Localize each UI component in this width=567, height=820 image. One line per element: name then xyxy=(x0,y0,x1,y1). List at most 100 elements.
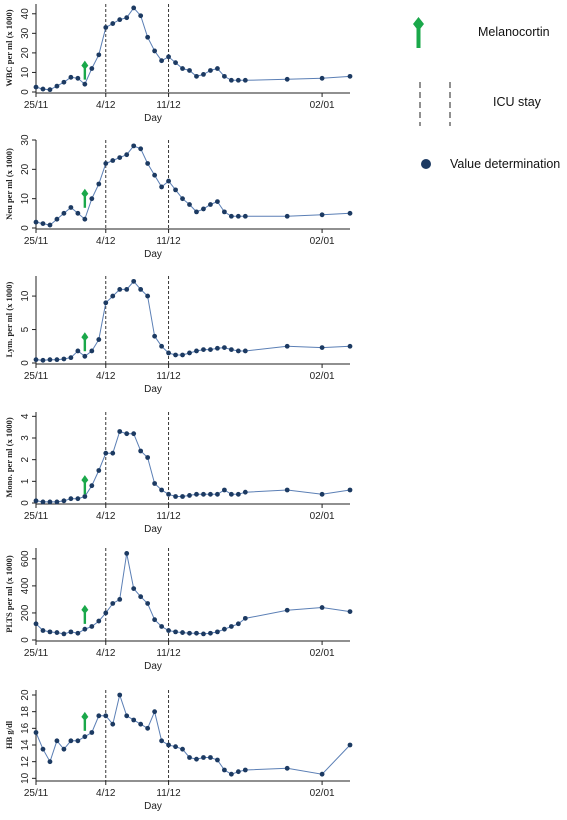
data-point xyxy=(117,597,123,602)
data-point xyxy=(54,499,60,505)
x-axis-label: Day xyxy=(144,249,162,260)
legend-melanocortin: Melanocortin xyxy=(413,17,550,48)
data-point xyxy=(208,347,213,353)
data-point xyxy=(138,448,144,454)
x-tick-label: 25/11 xyxy=(24,371,49,382)
data-point xyxy=(235,769,241,775)
data-point xyxy=(215,66,220,71)
data-point xyxy=(145,455,151,460)
data-point xyxy=(117,155,123,161)
x-axis-label: Day xyxy=(144,661,162,672)
data-point xyxy=(75,496,81,502)
data-point xyxy=(40,628,46,633)
y-tick-label: 20 xyxy=(20,163,31,175)
data-point xyxy=(319,771,325,777)
data-point xyxy=(54,216,60,222)
data-point xyxy=(194,491,199,497)
data-point xyxy=(152,481,158,486)
data-point xyxy=(145,725,151,731)
data-point xyxy=(173,352,178,358)
data-point xyxy=(124,15,130,21)
data-point xyxy=(103,161,109,166)
data-point xyxy=(347,343,353,349)
data-point xyxy=(47,759,53,765)
melanocortin-marker xyxy=(81,475,89,495)
data-point xyxy=(152,709,158,715)
x-tick-label: 25/11 xyxy=(24,100,49,111)
data-point xyxy=(89,66,95,71)
y-axis-label: Neu per ml (x 1000) xyxy=(4,148,14,220)
data-point xyxy=(138,286,144,292)
y-tick-label: 12 xyxy=(20,756,31,768)
data-point xyxy=(284,607,290,613)
data-point xyxy=(284,765,290,771)
data-point xyxy=(40,746,46,752)
data-point xyxy=(103,25,109,30)
data-point xyxy=(159,58,165,64)
data-point xyxy=(117,692,123,698)
data-point xyxy=(208,630,213,636)
chart-2: 0 10 20 30 Neu per ml (x 1000) 25/11 4/12 11/12… xyxy=(4,134,353,260)
data-point xyxy=(89,730,95,735)
x-tick-label: 11/12 xyxy=(156,100,181,111)
data-point xyxy=(54,738,60,744)
data-point xyxy=(110,21,116,26)
x-tick-label: 4/12 xyxy=(96,236,116,247)
data-point xyxy=(166,178,171,184)
data-point xyxy=(124,551,130,556)
data-point xyxy=(103,713,109,719)
data-point xyxy=(187,350,192,356)
data-point xyxy=(152,48,158,54)
data-point xyxy=(40,221,46,227)
data-point xyxy=(117,286,123,292)
data-point xyxy=(166,628,171,633)
x-axis-label: Day xyxy=(144,524,162,535)
y-axis-label: WBC per ml (x 1000) xyxy=(4,9,14,86)
y-tick-label: 18 xyxy=(20,706,31,718)
y-tick-label: 16 xyxy=(20,722,31,734)
y-axis-label: HB g/dl xyxy=(4,720,14,749)
data-point xyxy=(222,487,227,493)
data-point xyxy=(131,586,137,591)
melanocortin-stem xyxy=(83,482,87,495)
data-point xyxy=(124,431,130,437)
data-point xyxy=(208,202,213,207)
data-point xyxy=(201,206,206,212)
melanocortin-marker xyxy=(81,188,89,208)
data-point xyxy=(194,209,199,215)
data-point xyxy=(347,487,353,493)
data-point xyxy=(110,601,116,606)
data-point xyxy=(173,744,178,750)
data-point xyxy=(201,347,206,353)
data-point xyxy=(180,66,185,71)
data-point xyxy=(187,68,192,73)
x-tick-label: 02/01 xyxy=(310,100,335,111)
x-tick-label: 4/12 xyxy=(96,788,116,799)
data-point xyxy=(110,158,116,163)
data-point xyxy=(47,222,53,228)
data-point xyxy=(242,767,248,773)
chart-3: 0 5 10 Lym. per ml (x 1000) 25/11 4/12 11/12 02… xyxy=(4,276,353,395)
series-line xyxy=(35,553,351,635)
data-point xyxy=(319,605,325,610)
data-point xyxy=(54,357,60,363)
y-tick-label: 0 xyxy=(20,225,31,231)
data-point xyxy=(242,615,248,621)
chart-6: 10 12 14 16 18 20 HB g/dl 25/11 4/12 11/12 02/01 Da… xyxy=(4,689,353,812)
data-point xyxy=(319,75,325,81)
data-point xyxy=(82,494,88,499)
data-point xyxy=(347,73,353,79)
data-point xyxy=(103,610,109,616)
data-point xyxy=(187,202,192,207)
data-point xyxy=(40,357,46,363)
melanocortin-stem xyxy=(83,67,87,80)
x-tick-label: 25/11 xyxy=(24,648,49,659)
value-dot-icon xyxy=(421,159,431,169)
data-point xyxy=(117,17,123,23)
data-point xyxy=(124,713,130,719)
data-point xyxy=(117,429,123,434)
legend-icu-label: ICU stay xyxy=(493,95,542,109)
y-tick-label: 0 xyxy=(20,360,31,366)
data-point xyxy=(145,601,151,606)
